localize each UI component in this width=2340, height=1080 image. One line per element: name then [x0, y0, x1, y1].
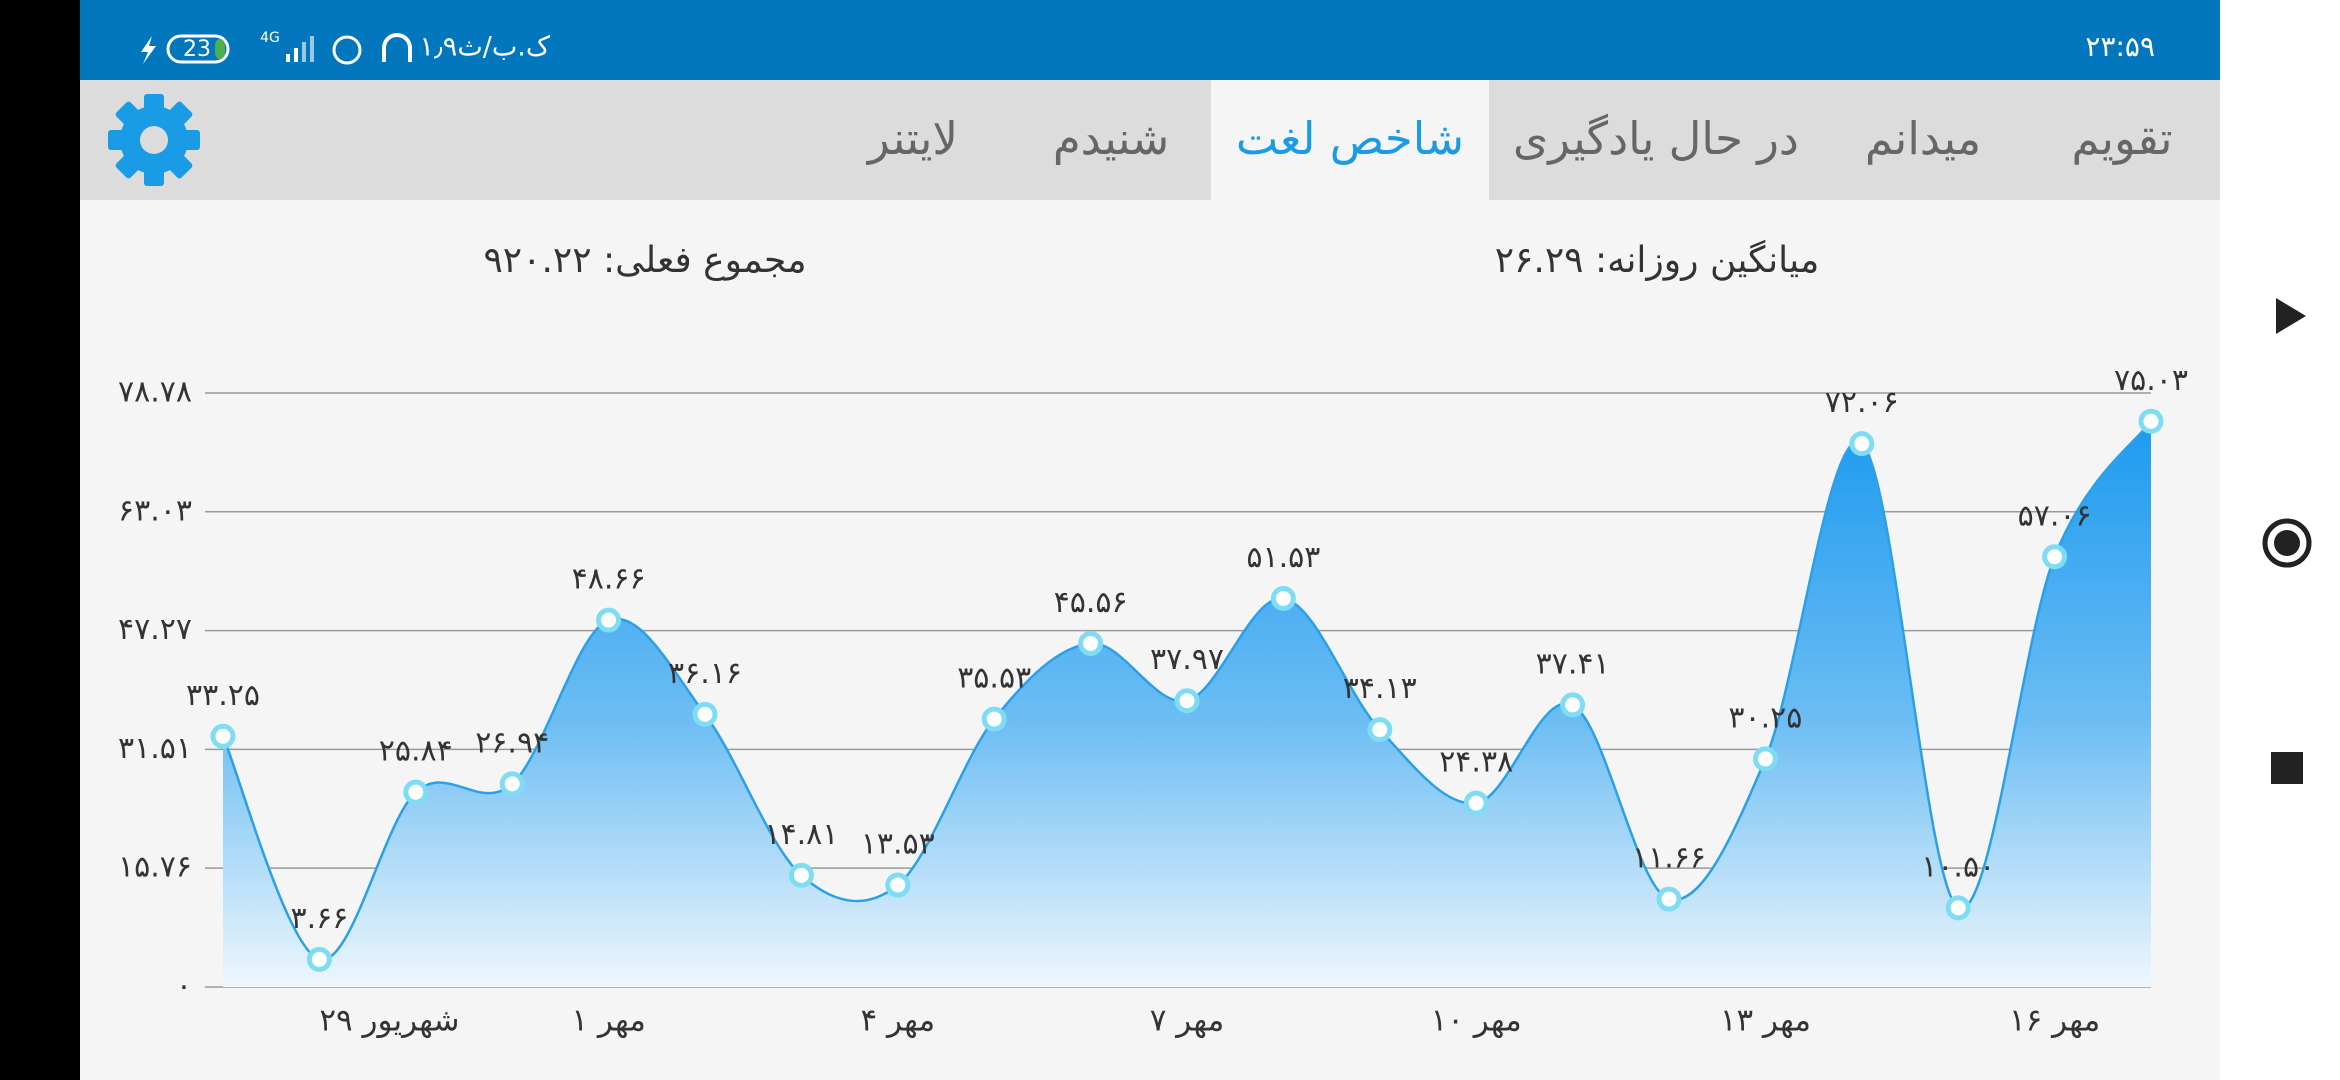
x-tick-label: ۱۶ مهر [2009, 1003, 2100, 1039]
x-tick-label: ۲۹ شهریور [319, 1003, 459, 1039]
y-tick-label: ۴۷.۲۷ [118, 612, 192, 647]
point [1270, 585, 1296, 611]
value-label: ۱۰.۵۰ [1921, 849, 1995, 884]
value-label: ۱۱.۶۶ [1632, 841, 1706, 876]
tab[interactable]: لایتنر [866, 112, 958, 165]
point [885, 872, 911, 898]
point [2138, 408, 2164, 434]
value-label: ۴۸.۶۶ [572, 562, 646, 597]
value-label: ۳۳.۲۵ [186, 678, 260, 713]
network-type: 4G [260, 30, 280, 46]
y-tick-label: ۱۵.۷۶ [118, 850, 192, 885]
nav-back[interactable] [2276, 298, 2306, 334]
point [403, 779, 429, 805]
settings-button[interactable] [108, 94, 200, 186]
value-label: ۱۳.۵۳ [861, 826, 935, 861]
status-bar [80, 0, 2220, 80]
clock: ۲۳:۵۹ [2085, 30, 2155, 63]
headphone-icon [382, 33, 412, 62]
point [596, 607, 622, 633]
x-tick-label: ۷ مهر [1150, 1003, 1225, 1039]
x-tick-label: ۱ مهر [571, 1003, 646, 1039]
y-tick-label: ۰ [176, 969, 192, 1004]
value-label: ۵۷.۰۶ [2018, 498, 2092, 533]
daily-average: میانگین روزانه: ۲۶.۲۹ [1495, 239, 1820, 281]
alarm-icon [332, 35, 362, 65]
point [981, 706, 1007, 732]
value-label: ۳۷.۹۷ [1150, 642, 1224, 677]
point [1849, 431, 1875, 457]
point [306, 946, 332, 972]
x-tick-label: ۴ مهر [861, 1003, 936, 1039]
tab[interactable]: تقویم [2071, 112, 2172, 165]
value-label: ۳۵.۵۳ [957, 661, 1031, 696]
point [499, 771, 525, 797]
value-label: ۳۰.۲۵ [1728, 700, 1802, 735]
value-label: ۳۶.۱۶ [668, 656, 742, 691]
value-label: ۳۷.۴۱ [1536, 646, 1610, 681]
value-label: ۷۲.۰۶ [1825, 385, 1899, 420]
x-tick-label: ۱۳ مهر [1720, 1003, 1811, 1039]
value-label: ۲۵.۸۴ [379, 734, 453, 769]
tab-bar [80, 80, 2220, 200]
value-label: ۵۱.۵۳ [1246, 540, 1320, 575]
point [788, 862, 814, 888]
line [221, 420, 2153, 961]
nav-home[interactable] [2262, 518, 2312, 568]
point [1752, 746, 1778, 772]
tab[interactable]: شنیدم [1053, 112, 1169, 165]
value-label: ۴۵.۵۶ [1054, 585, 1128, 620]
network-speed: ۱٫۹ک.ب/ث [420, 32, 551, 63]
battery-icon [166, 34, 230, 64]
current-total: مجموع فعلی: ۹۲۰.۲۲ [483, 240, 806, 281]
point [1463, 790, 1489, 816]
value-label: ۲۶.۹۴ [475, 725, 549, 760]
active-tab-bg [1211, 80, 1489, 200]
y-tick-label: ۶۳.۰۳ [118, 493, 192, 528]
y-tick-label: ۷۸.۷۸ [118, 375, 192, 410]
tab[interactable]: شاخص لغت [1236, 112, 1464, 165]
x-tick-label: ۱۰ مهر [1431, 1003, 1522, 1039]
point [2042, 544, 2068, 570]
point [1656, 886, 1682, 912]
value-label: ۲۴.۳۸ [1439, 745, 1513, 780]
signal-icon [286, 36, 314, 62]
point [1367, 717, 1393, 743]
y-tick-label: ۳۱.۵۱ [118, 731, 192, 766]
charging-icon [141, 36, 156, 64]
point [1174, 688, 1200, 714]
battery-text: 23 [183, 37, 211, 62]
nav-recent[interactable] [2271, 752, 2303, 784]
battery-level [215, 39, 225, 59]
point [692, 701, 718, 727]
value-label: ۳.۶۶ [290, 901, 348, 936]
left-edge [0, 0, 80, 1080]
point [1945, 895, 1971, 921]
tab[interactable]: میدانم [1865, 112, 1981, 165]
value-label: ۳۴.۱۳ [1343, 671, 1417, 706]
nav-home-dot [2274, 530, 2300, 556]
value-label: ۱۴.۸۱ [764, 817, 838, 852]
value-label: ۷۵.۰۳ [2114, 363, 2188, 398]
point [210, 723, 236, 749]
point [1078, 630, 1104, 656]
point [1560, 692, 1586, 718]
tab[interactable]: در حال یادگیری [1513, 112, 1799, 165]
